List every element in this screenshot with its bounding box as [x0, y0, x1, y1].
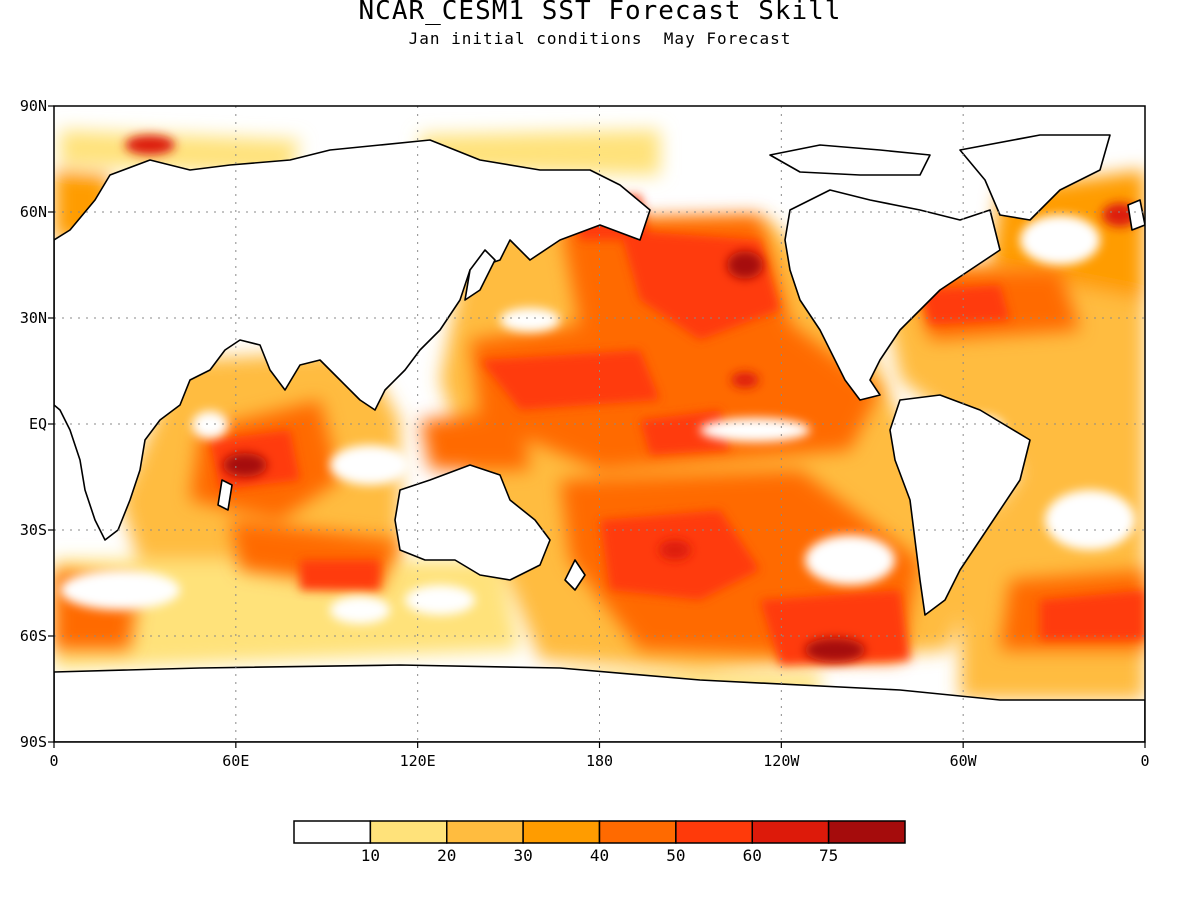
low-skill-patch [192, 411, 228, 439]
skill-peak-patch [727, 251, 763, 279]
low-skill-patch [1045, 490, 1135, 550]
se-pacific-red-patch [640, 410, 730, 455]
low-skill-patch [805, 535, 895, 585]
colorbar-swatch [675, 820, 753, 844]
colorbar-level-label: 75 [818, 846, 839, 865]
colorbar-swatch [827, 820, 906, 844]
map-title: NCAR_CESM1 SST Forecast Skill [358, 0, 842, 26]
low-skill-patch [405, 585, 475, 615]
greenland-land [959, 134, 1111, 221]
gridlines [54, 106, 1145, 742]
maritime-mid-patch [420, 410, 530, 470]
axis-ticks [48, 105, 1146, 748]
low-skill-patch [60, 570, 180, 610]
lat-tick-label: 60S [19, 627, 47, 645]
pacific-red-patch-2 [480, 350, 660, 410]
arctic-islands-land [769, 144, 931, 176]
lat-tick-label: 60N [19, 203, 47, 221]
low-skill-patch [500, 308, 560, 332]
colorbar-swatch [522, 820, 601, 844]
colorbar-level-label: 10 [360, 846, 381, 865]
lon-tick-label: 0 [49, 752, 59, 770]
colorbar-swatch [293, 820, 372, 844]
skill-peak-patch [731, 372, 759, 388]
atlantic-red-patch-2 [1040, 590, 1145, 640]
lon-tick-label: 0 [1140, 752, 1150, 770]
south-indian-red-patch [300, 560, 380, 590]
antarctica-land [54, 664, 1145, 742]
lat-tick-label: 90S [19, 733, 47, 751]
lon-tick-label: 60E [222, 752, 250, 770]
skill-peak-patch [659, 540, 691, 560]
skill-peak-patch [223, 453, 267, 477]
colorbar-swatch [751, 820, 830, 844]
lon-tick-label: 120E [399, 752, 436, 770]
low-skill-patch [330, 445, 410, 485]
colorbar-swatch [369, 820, 448, 844]
uk-land [1127, 199, 1145, 231]
skill-peak-patch [125, 135, 175, 155]
map-area [54, 106, 1145, 742]
pacific-red-patch-4 [760, 590, 910, 665]
colorbar-level-label: 20 [437, 846, 457, 865]
map-subtitle: Jan initial conditions May Forecast [408, 29, 792, 48]
australia-land [394, 464, 551, 581]
colorbar-swatch [598, 820, 677, 844]
colorbar-level-label: 30 [513, 846, 533, 865]
new-zealand-land [564, 559, 586, 591]
lat-tick-label: 30S [19, 521, 47, 539]
colorbar-level-label: 60 [742, 846, 762, 865]
low-skill-patch [700, 418, 810, 442]
japan-land [464, 249, 496, 301]
atlantic-red-patch [920, 285, 1010, 325]
colorbar-level-label: 40 [589, 846, 610, 865]
north-america-land [784, 189, 1001, 401]
lon-tick-label: 120W [763, 752, 800, 770]
lat-tick-label: EQ [28, 415, 47, 433]
eurasia-africa-land [54, 139, 651, 541]
colorbar [293, 820, 906, 844]
south-america-land [889, 394, 1031, 616]
continents [54, 134, 1145, 742]
madagascar-land [217, 479, 233, 511]
colorbar-swatch [446, 820, 524, 844]
lat-tick-label: 30N [19, 309, 47, 327]
lon-tick-label: 180 [585, 752, 614, 770]
lat-tick-label: 90N [19, 97, 47, 115]
lon-tick-label: 60W [949, 752, 977, 770]
low-skill-patch [330, 596, 390, 624]
low-skill-patch [1020, 215, 1100, 265]
colorbar-level-label: 50 [666, 846, 686, 865]
skill-peak-patch [805, 638, 865, 662]
